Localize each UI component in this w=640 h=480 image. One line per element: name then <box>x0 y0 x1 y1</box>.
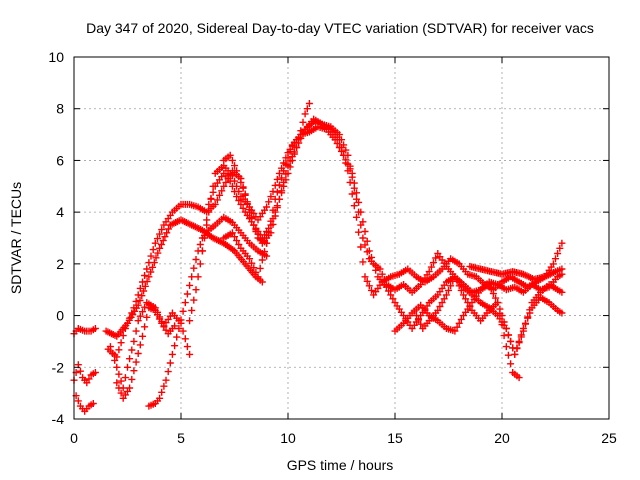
series-track-01 <box>70 325 99 338</box>
series-track-15 <box>466 262 566 283</box>
series-track-03 <box>72 392 97 415</box>
series-markers <box>145 213 271 410</box>
series-track-07 <box>113 304 179 402</box>
y-tick-label: 4 <box>56 204 64 220</box>
y-axis-label: SDTVAR / TECUs <box>8 182 24 294</box>
x-tick-label: 0 <box>70 430 78 446</box>
x-axis-label: GPS time / hours <box>287 457 394 473</box>
data-points <box>70 100 566 415</box>
x-tick-label: 5 <box>177 430 185 446</box>
series-markers <box>70 361 99 387</box>
grid-lines <box>74 57 609 419</box>
y-tick-label: 0 <box>56 308 64 324</box>
series-track-02 <box>70 361 99 387</box>
y-tick-label: 10 <box>48 49 64 65</box>
series-markers <box>412 273 523 382</box>
series-track-04 <box>102 216 266 340</box>
series-markers <box>106 299 194 392</box>
series-track-12 <box>220 123 566 358</box>
series-markers <box>113 304 179 402</box>
chart-title: Day 347 of 2020, Sidereal Day-to-day VTE… <box>86 20 594 36</box>
y-tick-label: -2 <box>52 359 65 375</box>
y-tick-label: 6 <box>56 152 64 168</box>
series-track-14 <box>412 273 523 382</box>
series-markers <box>102 216 266 340</box>
y-tick-label: -4 <box>52 411 65 427</box>
series-markers <box>220 123 566 358</box>
x-tick-label: 25 <box>601 430 617 446</box>
series-markers <box>466 262 566 283</box>
series-markers <box>70 325 99 338</box>
y-tick-label: 8 <box>56 101 64 117</box>
axis-ticks: 0 5 10 15 20 25 -4 -2 0 2 4 6 8 10 <box>48 49 617 446</box>
plot-frame <box>73 56 610 420</box>
series-track-06 <box>106 299 194 392</box>
x-tick-label: 20 <box>494 430 510 446</box>
x-tick-label: 15 <box>387 430 403 446</box>
x-tick-label: 10 <box>280 430 296 446</box>
y-tick-label: 2 <box>56 256 64 272</box>
series-track-08 <box>145 213 271 410</box>
series-markers <box>72 392 97 415</box>
